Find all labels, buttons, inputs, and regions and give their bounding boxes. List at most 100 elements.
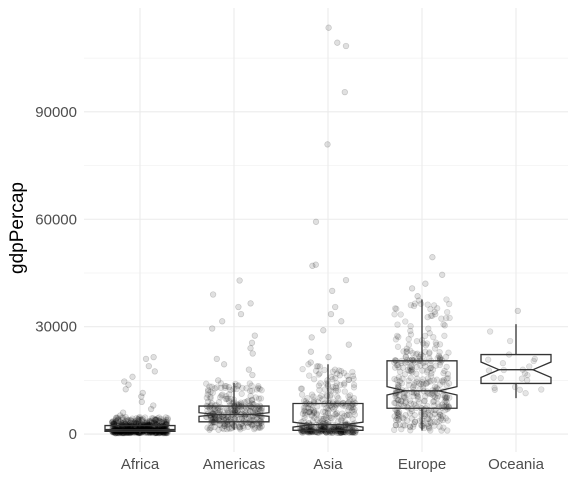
data-point	[146, 421, 153, 429]
data-point	[394, 381, 402, 388]
data-point	[428, 413, 436, 421]
data-point	[204, 388, 212, 395]
outlier-point	[139, 389, 146, 397]
data-point	[408, 362, 415, 370]
data-point	[323, 414, 330, 421]
data-point	[392, 364, 399, 371]
data-point	[427, 364, 435, 371]
outlier-point	[251, 332, 258, 339]
data-point	[441, 367, 448, 375]
data-point	[410, 423, 417, 430]
data-point	[392, 422, 400, 429]
data-point	[332, 383, 339, 390]
outlier-point	[308, 334, 315, 341]
y-tick-label: 30000	[35, 319, 77, 336]
data-point	[133, 415, 140, 422]
data-point	[255, 384, 262, 392]
data-point	[327, 414, 334, 422]
data-point	[320, 423, 327, 430]
data-point	[395, 333, 402, 341]
data-point	[301, 408, 308, 415]
data-point	[431, 345, 439, 352]
data-point	[442, 395, 450, 402]
data-point	[421, 398, 428, 405]
data-point	[333, 380, 340, 387]
data-point	[256, 424, 263, 431]
data-point	[405, 377, 412, 384]
data-point	[427, 364, 434, 372]
data-point	[434, 305, 441, 312]
data-point	[207, 395, 214, 402]
data-point	[237, 403, 245, 410]
data-point	[235, 423, 243, 430]
data-point	[423, 340, 431, 347]
data-point	[414, 350, 421, 357]
data-point	[234, 407, 241, 414]
data-point	[398, 380, 406, 387]
data-point	[345, 407, 352, 414]
data-point	[420, 381, 427, 388]
data-point	[424, 368, 431, 376]
data-point	[410, 392, 417, 400]
data-point	[158, 418, 165, 426]
data-point	[407, 347, 414, 354]
data-point	[350, 394, 358, 402]
data-point	[441, 332, 448, 339]
y-axis-ticks: 0 30000 60000 90000	[35, 104, 77, 443]
data-point	[217, 384, 225, 392]
outlier-point	[147, 405, 155, 413]
data-point	[392, 336, 400, 343]
data-point	[211, 423, 218, 431]
data-point	[430, 333, 437, 341]
data-point	[231, 407, 238, 414]
data-point	[329, 376, 336, 383]
data-point	[223, 393, 230, 400]
data-point	[152, 416, 159, 424]
data-point	[329, 383, 336, 391]
data-point	[413, 375, 421, 382]
data-point	[223, 406, 231, 414]
data-point	[255, 383, 262, 390]
data-point	[436, 361, 443, 369]
data-point	[112, 418, 119, 425]
data-point	[335, 367, 343, 374]
data-point	[160, 417, 167, 425]
data-point	[316, 370, 323, 377]
data-point	[395, 396, 402, 404]
data-point	[407, 322, 414, 330]
data-point	[440, 370, 447, 377]
data-point	[237, 426, 244, 433]
data-point	[427, 306, 434, 313]
data-point	[223, 395, 230, 402]
data-point	[441, 322, 448, 329]
data-point	[413, 338, 421, 345]
data-point	[526, 363, 533, 370]
data-point	[250, 405, 258, 412]
data-point	[337, 381, 344, 389]
data-point	[409, 368, 416, 376]
outlier-point	[122, 386, 129, 393]
data-point	[122, 417, 130, 425]
data-point	[349, 404, 357, 411]
data-point	[215, 399, 223, 406]
data-point	[246, 387, 254, 394]
data-point	[433, 341, 440, 348]
data-point	[204, 386, 212, 393]
data-point	[506, 337, 514, 345]
outlier-point	[245, 366, 253, 373]
data-point	[427, 418, 434, 425]
data-point	[333, 393, 341, 400]
data-point	[407, 331, 415, 338]
outlier-point	[138, 393, 145, 400]
data-point	[443, 314, 450, 322]
data-point	[400, 348, 407, 355]
data-point	[396, 408, 403, 416]
data-point	[426, 330, 433, 337]
data-point	[340, 369, 348, 377]
data-point	[139, 424, 147, 431]
data-point	[315, 371, 322, 378]
data-point	[258, 423, 265, 430]
data-point	[419, 376, 426, 383]
data-point	[238, 406, 245, 413]
